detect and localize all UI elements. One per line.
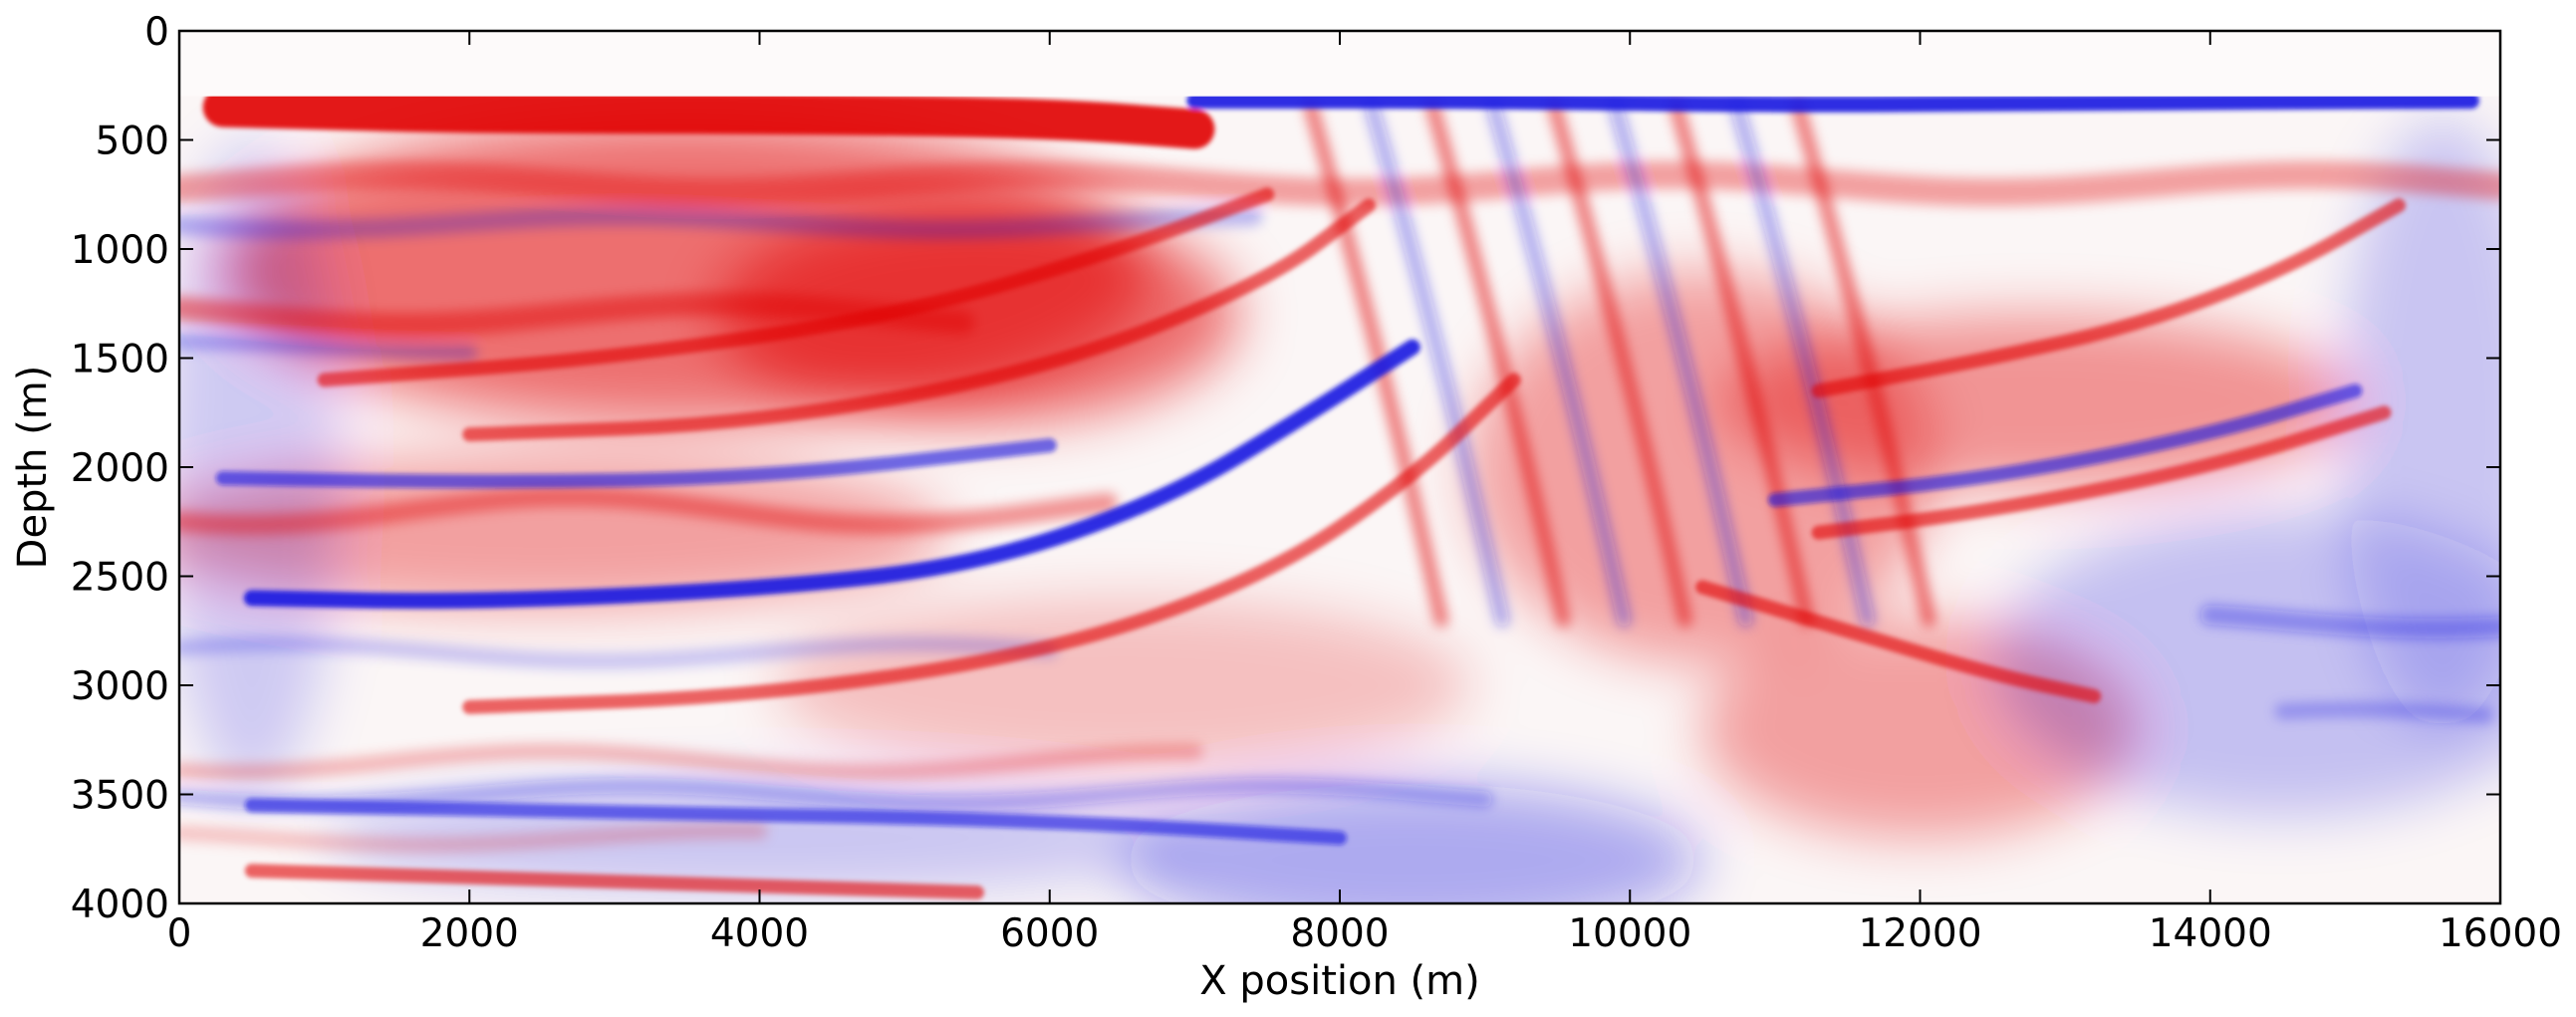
dipping-event (1486, 100, 1632, 628)
amplitude-blob (715, 205, 1239, 424)
amplitude-band (179, 636, 1058, 669)
y-axis: 0 500 1000 1500 2000 2500 3000 3500 4000 (71, 10, 2500, 927)
y-tick-label: 1000 (71, 228, 169, 273)
x-tick-label: 6000 (1000, 911, 1099, 956)
reflector-right-red-lower (1811, 405, 2392, 540)
amplitude-blob (2340, 118, 2500, 729)
reflector-top-blue-right (1186, 93, 2479, 113)
y-axis-label: Depth (m) (10, 366, 56, 570)
y-tick-label: 0 (144, 10, 169, 55)
reflector-events (202, 87, 2479, 900)
amplitude-blob (179, 456, 948, 610)
reflector-deep-red-arc (462, 373, 1521, 714)
reflector-deep-red-left (244, 864, 984, 900)
x-tick-label: 0 (167, 911, 192, 956)
reflector-mid-red-right (1695, 580, 2102, 703)
plot-area (179, 31, 2500, 903)
amplitude-band (179, 334, 478, 361)
x-tick-label: 2000 (420, 911, 519, 956)
reflector-main-blue-reflector (243, 339, 1420, 610)
layered-amplitude-bands (179, 100, 2500, 854)
x-axis: 0 2000 4000 6000 8000 10000 12000 14000 16000 (167, 31, 2562, 956)
y-tick-label: 3000 (71, 664, 169, 709)
dipping-event (1425, 100, 1571, 628)
dipping-event (1669, 100, 1814, 628)
y-tick-label: 2500 (71, 556, 169, 601)
y-tick-label: 2000 (71, 446, 169, 491)
reflector-upper-red-wedge (317, 187, 1275, 387)
y-tick-label: 1500 (71, 338, 169, 382)
dipping-event (1791, 100, 1936, 628)
dipping-event (1365, 100, 1510, 628)
dipping-event (1547, 100, 1692, 628)
amplitude-band (179, 823, 768, 854)
amplitude-band (2199, 605, 2500, 639)
amplitude-band (179, 292, 975, 338)
reflector-shallow-red-band (202, 87, 1215, 149)
dipping-event (1730, 100, 1876, 628)
amplitude-band (2274, 701, 2494, 724)
x-tick-label: 16000 (2439, 911, 2562, 956)
y-tick-label: 3500 (71, 774, 169, 819)
reflector-deep-blue-left (244, 798, 1347, 846)
amplitude-band (179, 205, 1263, 240)
amplitude-band (179, 486, 1118, 535)
reflector-right-red-band (1811, 198, 2407, 398)
amplitude-blob (1716, 314, 2356, 489)
x-axis-label: X position (m) (1199, 958, 1479, 1004)
reflector-left-blue-reflector (215, 438, 1057, 489)
x-tick-label: 14000 (2149, 911, 2272, 956)
dipping-event (1608, 100, 1753, 628)
reflector-right-blue-reflector (1767, 383, 2363, 507)
x-tick-label: 12000 (1858, 911, 1981, 956)
x-tick-label: 8000 (1290, 911, 1389, 956)
x-tick-label: 10000 (1568, 911, 1691, 956)
y-tick-label: 4000 (71, 883, 169, 927)
amplitude-band (179, 743, 1203, 781)
x-tick-label: 4000 (710, 911, 809, 956)
reflector-upper-red-wedge-base (462, 198, 1377, 442)
y-tick-label: 500 (96, 120, 169, 164)
amplitude-blob (1122, 783, 1702, 903)
amplitude-band (179, 777, 1493, 812)
